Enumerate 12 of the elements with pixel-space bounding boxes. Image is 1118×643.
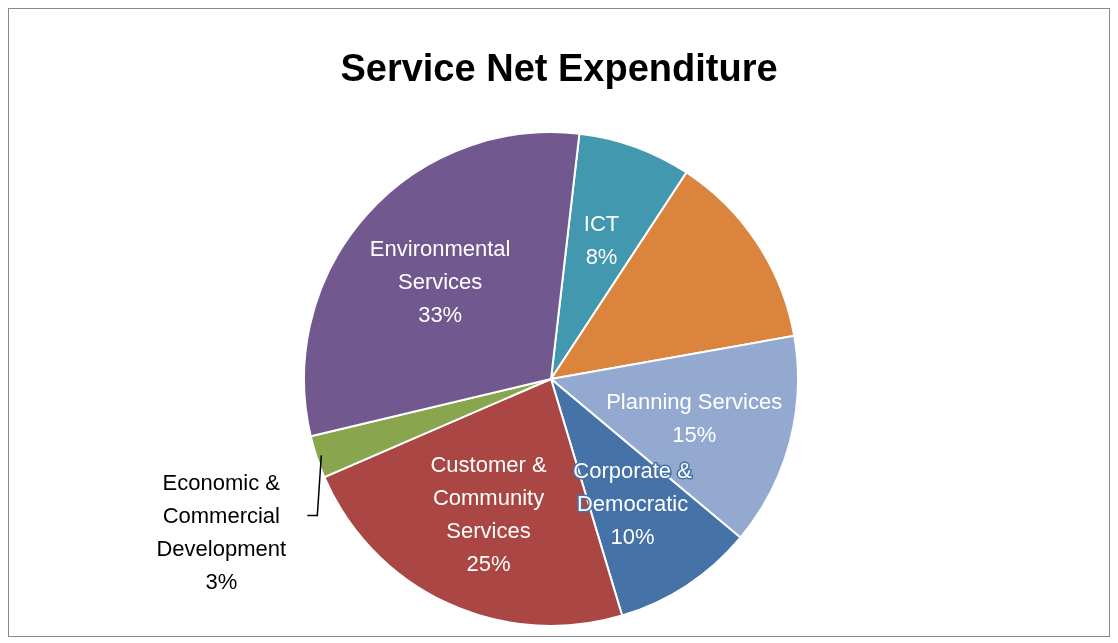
data-label: 15%	[672, 421, 717, 447]
data-label: 10%	[610, 523, 655, 549]
slice-label: ICT	[583, 211, 620, 237]
slice-label: Environmental Services	[369, 235, 511, 294]
data-label: 25%	[466, 550, 511, 576]
data-label: 8%	[585, 244, 618, 270]
slice-label: Planning Services	[606, 388, 783, 414]
slice-label: Economic & Commercial Development	[156, 470, 287, 562]
data-label: 3%	[205, 569, 238, 595]
slice-label: Customer & Community Services	[430, 451, 547, 543]
data-label: 33%	[418, 301, 463, 327]
chart-title: Service Net Expenditure	[339, 47, 779, 90]
